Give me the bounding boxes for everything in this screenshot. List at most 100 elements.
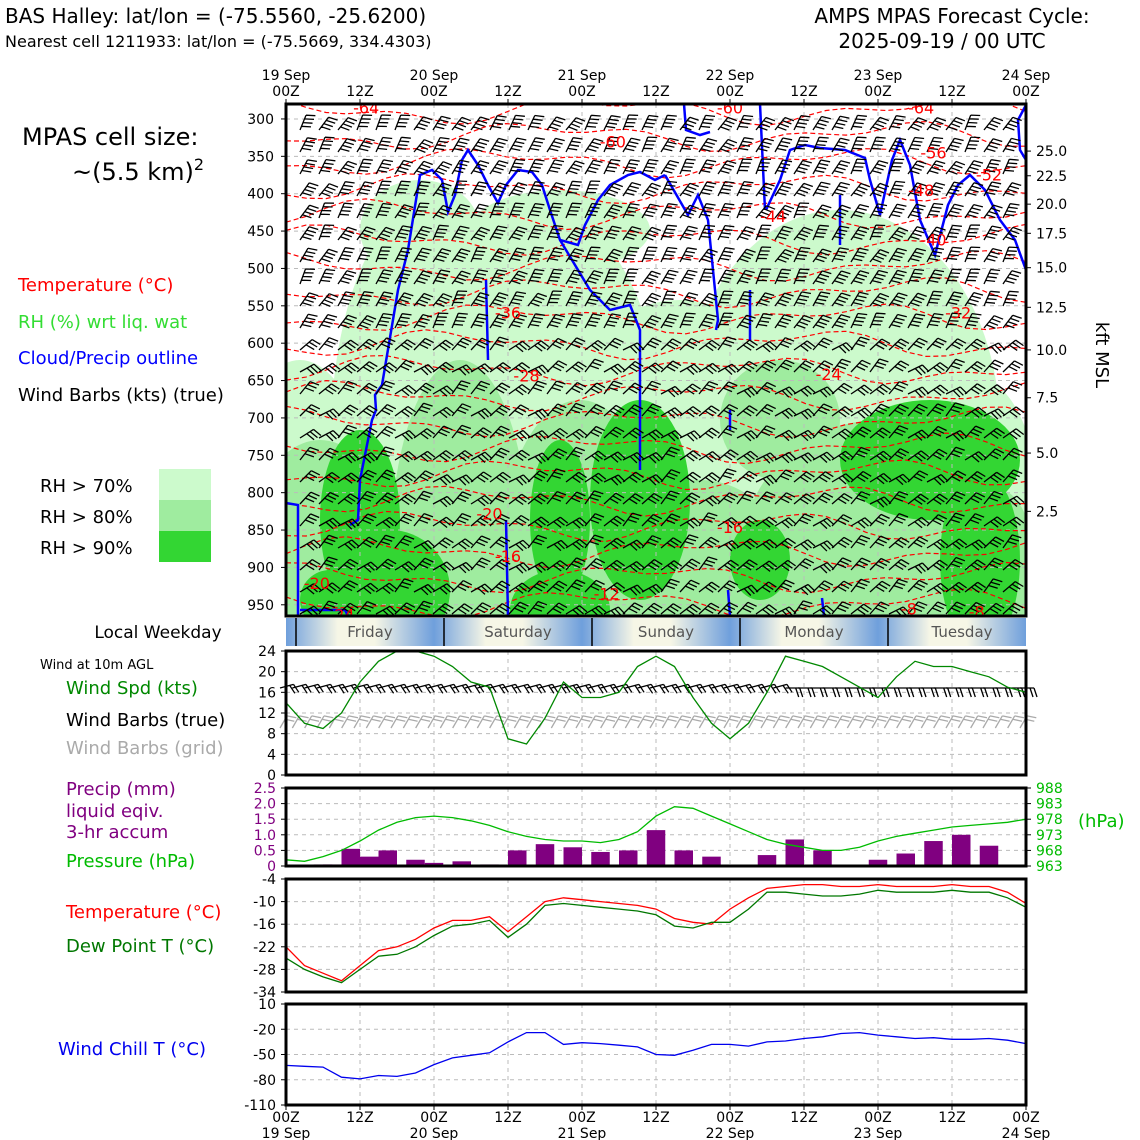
upper-wind-barb bbox=[831, 580, 853, 593]
upper-wind-barb bbox=[508, 362, 531, 374]
upper-wind-barb bbox=[375, 226, 396, 241]
precip-bar bbox=[952, 834, 971, 866]
true-wind-barb bbox=[489, 683, 509, 694]
upper-wind-barb bbox=[983, 516, 1006, 528]
height-tick-label: 15.0 bbox=[1036, 261, 1067, 277]
upper-wind-barb bbox=[337, 452, 360, 464]
upper-wind-barb bbox=[945, 160, 966, 175]
upper-wind-barb bbox=[964, 182, 984, 197]
upper-wind-barb bbox=[546, 182, 566, 197]
upper-wind-barb bbox=[945, 470, 967, 483]
upper-wind-barb bbox=[907, 450, 930, 462]
upper-wind-barb bbox=[964, 559, 986, 571]
upper-wind-barb bbox=[964, 581, 986, 594]
upper-wind-barb bbox=[736, 339, 758, 351]
upper-wind-barb bbox=[850, 384, 873, 396]
upper-wind-barb bbox=[413, 139, 434, 154]
upper-wind-barb bbox=[774, 517, 797, 529]
top-date-label: 24 Sep bbox=[1002, 68, 1051, 84]
upper-wind-barb bbox=[413, 428, 436, 440]
upper-wind-barb bbox=[926, 160, 946, 175]
windchill-panel: -110 -80 -50 -20 10 bbox=[244, 997, 1028, 1114]
upper-wind-barb bbox=[394, 247, 412, 263]
grid-wind-barb bbox=[637, 715, 655, 729]
upper-wind-barb bbox=[945, 446, 965, 461]
upper-wind-barb bbox=[774, 386, 797, 398]
upper-wind-barb bbox=[926, 474, 949, 486]
true-wind-barb bbox=[946, 687, 964, 698]
upper-wind-barb bbox=[679, 450, 702, 462]
upper-wind-barb bbox=[432, 425, 453, 439]
upper-wind-barb bbox=[831, 514, 853, 527]
upper-wind-barb bbox=[812, 360, 834, 373]
upper-wind-barb bbox=[527, 470, 549, 483]
upper-wind-barb bbox=[945, 491, 966, 505]
bottom-date-label: 22 Sep bbox=[706, 1126, 755, 1140]
value-tick-label: 24 bbox=[258, 644, 276, 660]
upper-wind-barb bbox=[888, 269, 907, 285]
upper-wind-barb bbox=[983, 159, 1001, 175]
upper-wind-barb bbox=[375, 337, 396, 351]
upper-wind-barb bbox=[375, 582, 398, 595]
upper-wind-barb bbox=[793, 114, 811, 131]
grid-wind-barb bbox=[1007, 715, 1025, 729]
cloud-outline-segment bbox=[682, 104, 711, 137]
upper-wind-barb bbox=[489, 225, 508, 241]
upper-wind-barb bbox=[489, 269, 508, 285]
upper-wind-barb bbox=[945, 538, 968, 550]
upper-wind-barb bbox=[736, 114, 754, 131]
upper-wind-barb bbox=[508, 474, 531, 486]
grid-wind-barb bbox=[612, 715, 630, 729]
upper-wind-barb bbox=[1002, 270, 1022, 285]
upper-wind-barb bbox=[337, 226, 357, 241]
upper-wind-barb bbox=[926, 337, 947, 351]
weekday-segment bbox=[286, 618, 434, 646]
wind-speed-line bbox=[285, 650, 1027, 745]
cell-size-label: MPAS cell size: bbox=[22, 123, 198, 151]
upper-wind-barb bbox=[983, 342, 1006, 354]
grid-wind-barb bbox=[427, 715, 445, 729]
pressure-tick-label: 450 bbox=[247, 224, 274, 240]
precip-bar bbox=[535, 844, 555, 866]
temperature-contour-label: -44 bbox=[760, 207, 786, 226]
upper-wind-barb bbox=[318, 408, 341, 420]
upper-wind-barb bbox=[907, 268, 925, 285]
upper-wind-barb bbox=[869, 358, 889, 373]
weekday-label: Saturday bbox=[484, 623, 552, 641]
upper-wind-barb bbox=[394, 405, 416, 418]
upper-wind-barb bbox=[698, 427, 720, 439]
upper-wind-barb bbox=[527, 246, 544, 263]
upper-wind-barb bbox=[432, 474, 455, 486]
upper-wind-barb bbox=[831, 160, 851, 175]
upper-wind-barb bbox=[793, 471, 815, 483]
upper-wind-barb bbox=[470, 451, 493, 463]
upper-wind-barb bbox=[679, 225, 698, 241]
legend-rh70: RH > 70% bbox=[40, 476, 133, 497]
upper-wind-barb bbox=[907, 226, 927, 241]
upper-wind-barb bbox=[451, 116, 472, 131]
upper-wind-barb bbox=[318, 491, 339, 505]
upper-wind-barb bbox=[869, 292, 890, 307]
upper-wind-barb bbox=[584, 138, 604, 153]
temperature-contour-label: -20 bbox=[476, 505, 502, 524]
upper-wind-barb bbox=[679, 406, 702, 418]
upper-wind-barb bbox=[413, 364, 436, 376]
temperature-contours bbox=[286, 104, 1026, 616]
upper-wind-barb bbox=[565, 491, 586, 505]
upper-wind-barb bbox=[831, 406, 854, 418]
upper-wind-barb bbox=[565, 557, 586, 571]
upper-wind-barb bbox=[356, 246, 374, 263]
upper-wind-barb bbox=[508, 601, 529, 615]
upper-wind-barb bbox=[622, 471, 644, 483]
upper-wind-barb bbox=[546, 116, 566, 131]
upper-wind-barb bbox=[489, 471, 511, 484]
upper-wind-barb bbox=[660, 385, 683, 398]
upper-wind-barb bbox=[641, 337, 662, 351]
upper-wind-barb bbox=[337, 291, 356, 307]
grid-wind-barb bbox=[933, 715, 951, 729]
upper-wind-barb bbox=[622, 312, 639, 329]
upper-wind-barb bbox=[527, 313, 545, 329]
upper-wind-barb bbox=[413, 160, 433, 175]
upper-wind-barb bbox=[603, 559, 625, 572]
